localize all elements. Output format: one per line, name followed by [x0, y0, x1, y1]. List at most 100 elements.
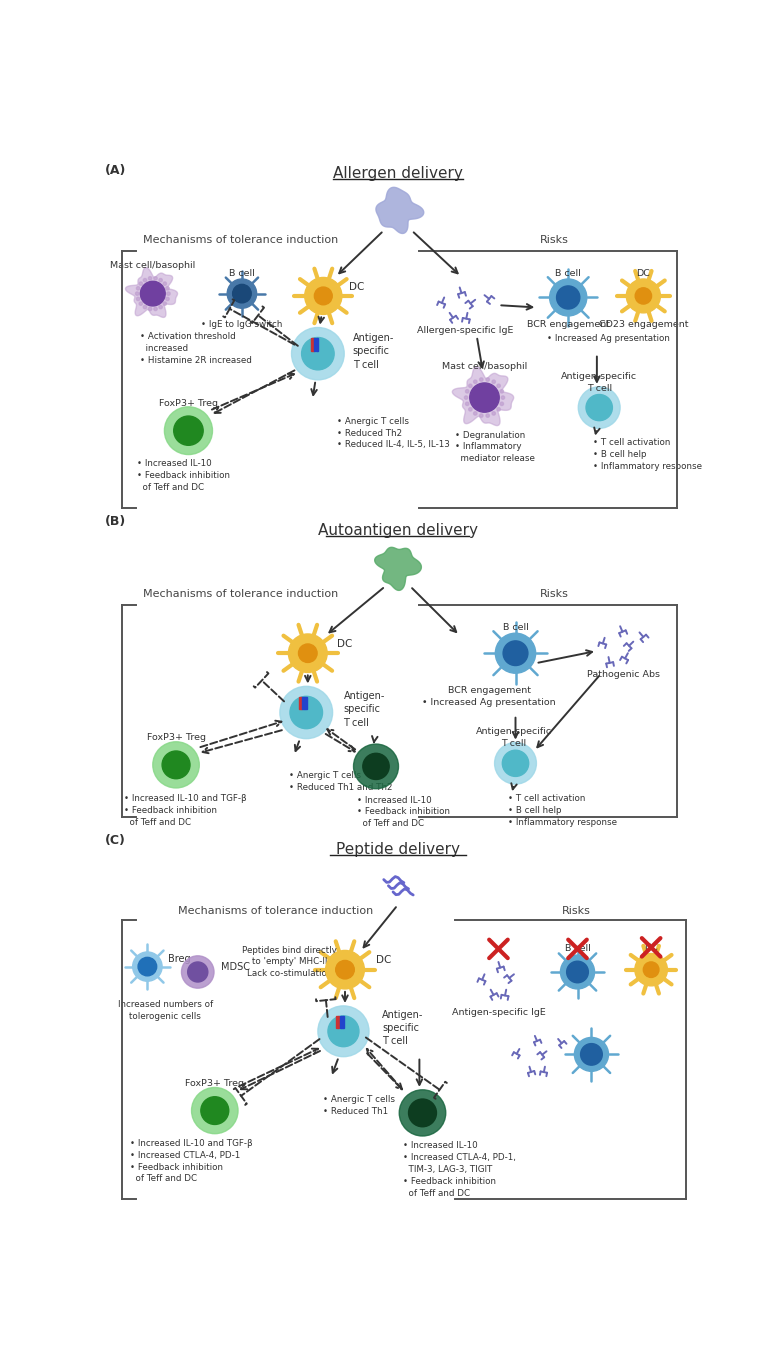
Text: B cell: B cell [503, 624, 528, 632]
Text: B cell: B cell [565, 944, 591, 953]
Text: BCR engagement
• Increased Ag presentation: BCR engagement • Increased Ag presentati… [422, 686, 556, 706]
Bar [343, 1016, 344, 1028]
Circle shape [480, 414, 483, 418]
FancyArrowPatch shape [367, 1054, 402, 1089]
Circle shape [280, 686, 333, 739]
FancyArrowPatch shape [305, 675, 310, 681]
Text: Antigen-specific
T cell: Antigen-specific T cell [476, 727, 552, 747]
FancyArrowPatch shape [342, 991, 348, 1001]
Circle shape [165, 407, 213, 454]
Circle shape [497, 384, 501, 388]
Circle shape [174, 416, 203, 445]
Text: FoxP3+ Treg: FoxP3+ Treg [147, 732, 206, 742]
Bar [301, 697, 302, 709]
Circle shape [480, 378, 483, 381]
Text: Mechanisms of tolerance induction: Mechanisms of tolerance induction [178, 906, 373, 917]
Circle shape [466, 403, 469, 405]
Bar [340, 1016, 341, 1028]
Circle shape [167, 292, 170, 296]
Text: • Increased IL-10
• Feedback inhibition
  of Teff and DC: • Increased IL-10 • Feedback inhibition … [137, 460, 230, 492]
Bar [314, 338, 315, 351]
Text: • Anergic T cells
• Reduced Th1: • Anergic T cells • Reduced Th1 [324, 1096, 395, 1116]
Circle shape [148, 308, 152, 311]
Bar [316, 338, 317, 351]
Bar [304, 697, 305, 709]
Text: DC: DC [376, 956, 391, 965]
Circle shape [486, 414, 490, 418]
Circle shape [566, 961, 588, 983]
Text: • Increased IL-10 and TGF-β
• Increased CTLA-4, PD-1
• Feedback inhibition
  of : • Increased IL-10 and TGF-β • Increased … [130, 1139, 252, 1184]
FancyArrowPatch shape [412, 589, 456, 632]
Circle shape [486, 378, 490, 381]
Circle shape [153, 742, 199, 788]
Text: Peptide delivery: Peptide delivery [336, 842, 459, 857]
FancyArrowPatch shape [594, 427, 600, 434]
Text: (B): (B) [105, 515, 126, 527]
Text: Tr1: Tr1 [415, 1081, 430, 1090]
Text: • Anergic T cells
• Reduced Th1 and Th2: • Anergic T cells • Reduced Th1 and Th2 [289, 772, 393, 792]
Circle shape [136, 292, 139, 296]
FancyArrowPatch shape [200, 720, 282, 747]
Circle shape [159, 278, 162, 282]
Circle shape [549, 279, 587, 316]
FancyArrowPatch shape [241, 1051, 320, 1089]
Text: Allergen-specific IgE: Allergen-specific IgE [417, 325, 513, 335]
Text: DC: DC [644, 942, 658, 952]
Text: Breg: Breg [168, 953, 191, 964]
Circle shape [578, 386, 620, 428]
Circle shape [318, 1006, 369, 1056]
Circle shape [500, 403, 504, 405]
FancyArrowPatch shape [513, 717, 518, 738]
Text: Risks: Risks [540, 589, 569, 599]
FancyArrowPatch shape [332, 1059, 338, 1073]
Text: FoxP3+ Treg: FoxP3+ Treg [159, 399, 218, 408]
Circle shape [635, 953, 667, 986]
Circle shape [192, 1088, 238, 1134]
FancyArrowPatch shape [326, 734, 355, 751]
Circle shape [466, 389, 469, 393]
Circle shape [469, 384, 472, 388]
FancyArrowPatch shape [414, 232, 458, 274]
Polygon shape [375, 548, 421, 590]
FancyArrowPatch shape [234, 1039, 320, 1105]
Text: MDSC: MDSC [221, 961, 250, 972]
Circle shape [139, 302, 143, 305]
Text: • Increased IL-10
• Increased CTLA-4, PD-1,
  TIM-3, LAG-3, TIGIT
• Feedback inh: • Increased IL-10 • Increased CTLA-4, PD… [403, 1142, 516, 1197]
FancyArrowPatch shape [223, 300, 295, 344]
Circle shape [163, 302, 167, 305]
FancyArrowPatch shape [501, 304, 532, 309]
Bar [317, 338, 318, 351]
FancyArrowPatch shape [372, 736, 378, 742]
FancyArrowPatch shape [365, 1037, 447, 1098]
Text: Allergen delivery: Allergen delivery [333, 165, 462, 180]
FancyArrowPatch shape [254, 673, 284, 701]
Circle shape [408, 1100, 436, 1127]
FancyArrowPatch shape [330, 589, 383, 632]
Circle shape [162, 751, 190, 778]
Circle shape [299, 644, 317, 663]
Circle shape [159, 305, 162, 309]
Bar [341, 1016, 342, 1028]
Circle shape [305, 278, 342, 315]
Circle shape [354, 744, 398, 789]
Circle shape [290, 697, 323, 728]
FancyArrowPatch shape [327, 730, 355, 750]
Text: • Anergic T cells
• Reduced Th2
• Reduced IL-4, IL-5, IL-13: • Anergic T cells • Reduced Th2 • Reduce… [338, 416, 450, 449]
FancyArrowPatch shape [367, 1050, 402, 1089]
Circle shape [643, 961, 659, 978]
Text: • Increased Ag presentation: • Increased Ag presentation [547, 334, 670, 343]
Text: Antigen-
specific
T cell: Antigen- specific T cell [353, 334, 394, 370]
FancyArrowPatch shape [311, 382, 317, 395]
FancyArrowPatch shape [214, 370, 295, 414]
Text: (A): (A) [105, 164, 126, 176]
Text: Mechanisms of tolerance induction: Mechanisms of tolerance induction [143, 235, 338, 244]
Circle shape [636, 287, 652, 304]
Text: Antigen-specific
T cell: Antigen-specific T cell [561, 372, 637, 393]
Text: Tr1: Tr1 [369, 735, 383, 744]
Text: Risks: Risks [562, 906, 591, 917]
FancyArrowPatch shape [477, 339, 484, 367]
Bar [311, 338, 312, 351]
Text: Antigen-
specific
T cell: Antigen- specific T cell [344, 692, 385, 728]
Text: FoxP3+ Treg: FoxP3+ Treg [185, 1079, 244, 1088]
Circle shape [580, 1044, 602, 1066]
